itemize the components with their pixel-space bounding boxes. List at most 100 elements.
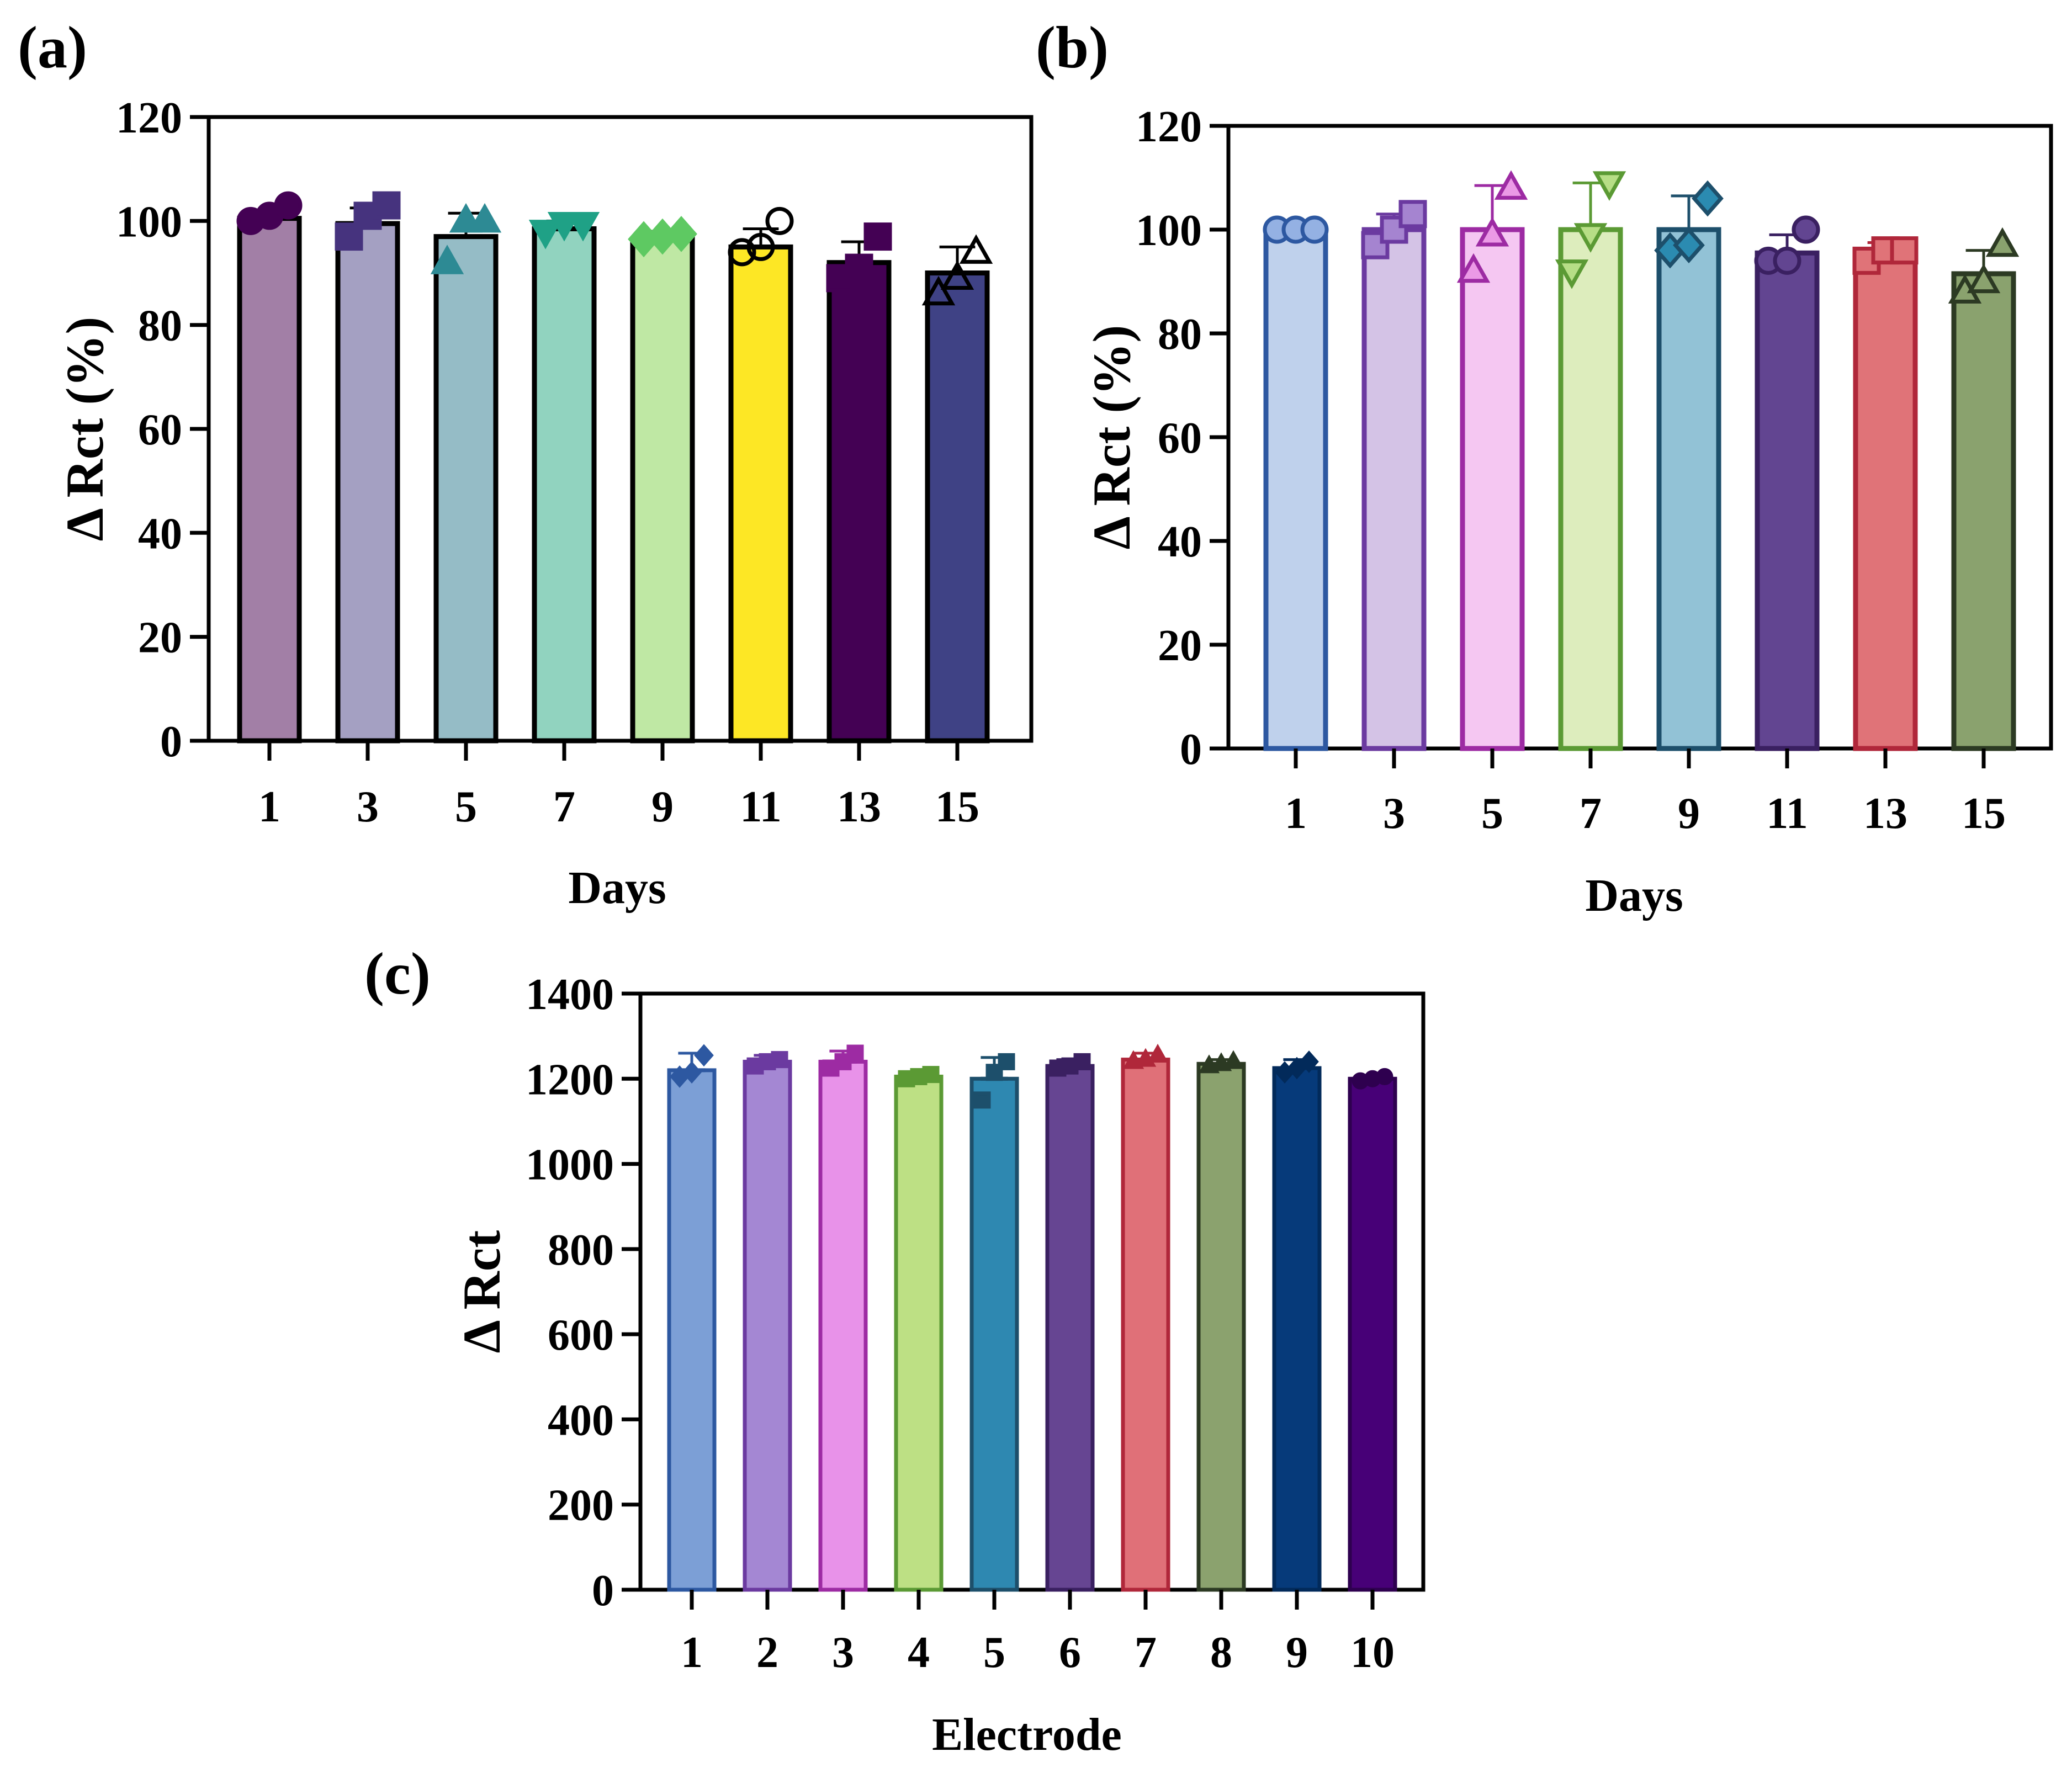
- panel-b-label: (b): [1036, 15, 1109, 81]
- xtick-b-3: 7: [1580, 749, 1602, 838]
- point-a-1-3: [274, 191, 303, 220]
- xtick-b-2: 5: [1481, 749, 1503, 838]
- ytick-label: 40: [1158, 518, 1202, 566]
- xtick-label: 3: [1383, 789, 1405, 838]
- bar-b-5: [1460, 227, 1525, 751]
- bar-a-15: [925, 270, 990, 744]
- point-a-15-3: [959, 234, 993, 264]
- xtick-label: 3: [832, 1628, 854, 1677]
- xtick-b-5: 11: [1766, 749, 1808, 838]
- ytick-label: 60: [1158, 414, 1202, 463]
- ytick-label: 80: [1158, 310, 1202, 359]
- point-a-15-2: [940, 260, 974, 290]
- ytick-c-7: 1400: [526, 970, 640, 1019]
- ytick-b-2: 40: [1158, 518, 1228, 566]
- point-b-11-2: [1773, 246, 1801, 275]
- point-b-15-3: [1985, 227, 2020, 257]
- xtick-label: 7: [553, 783, 575, 831]
- point-b-9-2: [1673, 227, 1705, 263]
- point-b-9-3: [1692, 180, 1724, 217]
- xtick-c-2: 3: [832, 1590, 854, 1677]
- panel-c-yticks: 0 200 400 600 800 1000 1200 1400: [526, 970, 640, 1615]
- ytick-a-2: 40: [138, 509, 209, 558]
- point-c-6-3: [1073, 1053, 1091, 1070]
- bar-c-7: [1121, 1058, 1170, 1592]
- panel-a-xlabel: Days: [568, 862, 666, 914]
- point-a-5-3: [468, 203, 502, 233]
- point-b-7-3: [1592, 171, 1626, 201]
- ytick-a-5: 100: [116, 198, 209, 246]
- bar-c-9: [1272, 1066, 1322, 1592]
- bar-a-5: [433, 234, 499, 744]
- xtick-c-7: 8: [1210, 1590, 1232, 1677]
- xtick-a-5: 11: [740, 741, 782, 831]
- panel-a-ylabel: Δ Rct (%): [55, 317, 114, 542]
- xtick-c-0: 1: [681, 1590, 703, 1677]
- point-b-7-1: [1555, 259, 1589, 289]
- panel-a-yticks: 0 20 40 60 80 100 120: [116, 94, 209, 766]
- xtick-c-3: 4: [908, 1590, 930, 1677]
- bar-b-1: [1263, 227, 1328, 751]
- ytick-c-5: 1000: [526, 1141, 640, 1190]
- xtick-a-2: 5: [455, 741, 477, 831]
- bar-b-9: [1656, 227, 1721, 751]
- ytick-label: 0: [1180, 725, 1202, 774]
- ytick-label: 120: [116, 94, 182, 142]
- ytick-label: 20: [1158, 622, 1202, 670]
- ytick-label: 1200: [526, 1055, 614, 1104]
- xtick-b-7: 15: [1962, 749, 2006, 838]
- xtick-c-1: 2: [756, 1590, 778, 1677]
- xtick-label: 5: [455, 783, 477, 831]
- xtick-label: 15: [935, 783, 979, 831]
- point-b-5-1: [1456, 253, 1491, 283]
- panel-c-points: [670, 1043, 1393, 1109]
- point-c-10-3: [1376, 1068, 1393, 1085]
- point-a-9-3: [665, 216, 697, 252]
- panel-b-points: [1263, 170, 2020, 304]
- xtick-label: 4: [908, 1628, 930, 1677]
- xtick-label: 3: [357, 783, 379, 831]
- xtick-label: 7: [1135, 1628, 1157, 1677]
- xtick-b-0: 1: [1285, 749, 1307, 838]
- xtick-label: 9: [1286, 1628, 1308, 1677]
- ytick-c-3: 600: [548, 1311, 640, 1360]
- xtick-c-6: 7: [1135, 1590, 1157, 1677]
- point-c-4-3: [922, 1066, 940, 1084]
- panel-c: (c) 0 200 400 600 800 1000 1200 1400 1 2…: [364, 941, 1426, 1760]
- xtick-a-4: 9: [651, 741, 674, 831]
- point-c-3-3: [846, 1044, 864, 1062]
- ytick-a-0: 0: [160, 718, 209, 766]
- ytick-b-6: 120: [1136, 103, 1228, 151]
- bar-a-1: [237, 216, 302, 744]
- point-b-5-3: [1494, 170, 1528, 200]
- point-a-13-3: [863, 222, 892, 251]
- xtick-b-1: 3: [1383, 749, 1405, 838]
- ytick-c-4: 800: [548, 1226, 640, 1275]
- panel-c-xlabel: Electrode: [932, 1709, 1122, 1760]
- xtick-label: 11: [1766, 789, 1808, 838]
- ytick-c-1: 200: [548, 1482, 640, 1530]
- point-c-9-2: [1287, 1057, 1307, 1080]
- xtick-label: 8: [1210, 1628, 1232, 1677]
- point-b-15-2: [1967, 263, 2001, 294]
- panel-a-label: (a): [18, 15, 87, 81]
- bar-c-4: [894, 1074, 944, 1592]
- bar-a-3: [335, 221, 400, 744]
- point-a-11-3: [765, 206, 794, 235]
- xtick-label: 9: [651, 783, 674, 831]
- bar-c-5: [969, 1076, 1019, 1592]
- ytick-label: 100: [1136, 206, 1202, 255]
- point-c-1-2: [682, 1061, 702, 1084]
- ytick-label: 1400: [526, 970, 614, 1019]
- bar-a-9: [630, 236, 695, 744]
- xtick-c-8: 9: [1286, 1590, 1308, 1677]
- panel-c-ylabel: Δ Rct: [452, 1230, 511, 1353]
- point-a-11-1: [728, 238, 756, 267]
- ytick-b-4: 80: [1158, 310, 1228, 359]
- ytick-c-0: 0: [592, 1567, 640, 1615]
- xtick-label: 2: [756, 1628, 778, 1677]
- xtick-label: 7: [1580, 789, 1602, 838]
- ytick-a-3: 60: [138, 406, 209, 454]
- xtick-label: 1: [1285, 789, 1307, 838]
- xtick-b-6: 13: [1863, 749, 1907, 838]
